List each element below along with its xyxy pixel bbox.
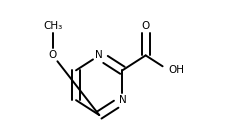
Text: N: N [95,50,103,60]
Text: O: O [49,50,57,60]
Text: O: O [141,21,149,31]
Text: OH: OH [168,65,184,75]
Text: N: N [118,95,126,105]
Text: CH₃: CH₃ [43,21,62,31]
